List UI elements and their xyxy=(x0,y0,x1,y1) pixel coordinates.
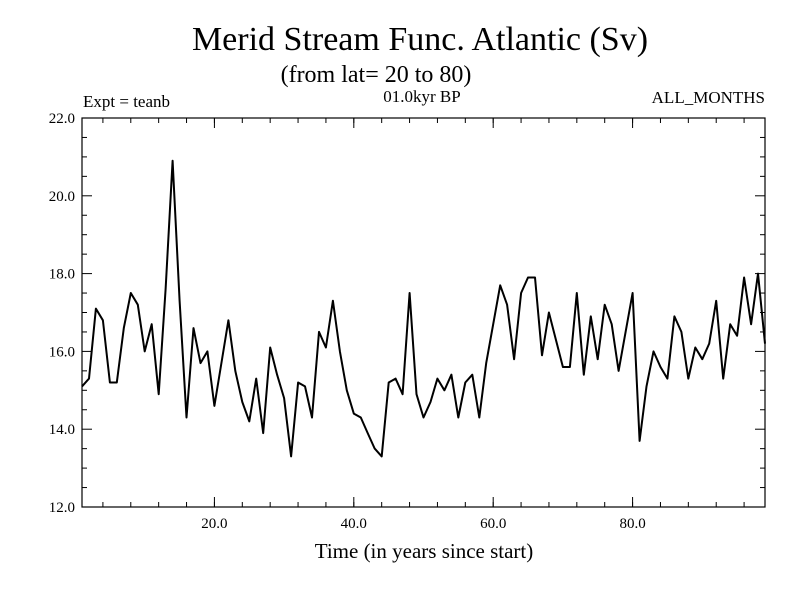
y-tick-label: 16.0 xyxy=(49,344,75,360)
chart-subtitle: (from lat= 20 to 80) xyxy=(281,62,472,88)
x-tick-label: 40.0 xyxy=(341,516,367,532)
label-months: ALL_MONTHS xyxy=(652,88,765,107)
label-expt: Expt = teanb xyxy=(83,92,170,111)
x-axis-label: Time (in years since start) xyxy=(315,539,534,563)
series-line xyxy=(81,159,766,458)
x-tick-label: 20.0 xyxy=(201,516,227,532)
y-tick-label: 18.0 xyxy=(49,267,75,283)
y-tick-label: 20.0 xyxy=(49,189,75,205)
y-tick-label: 22.0 xyxy=(49,111,75,127)
label-period: 01.0kyr BP xyxy=(383,87,460,106)
y-tick-label: 14.0 xyxy=(49,422,75,438)
plot-frame xyxy=(81,117,766,508)
x-tick-label: 60.0 xyxy=(480,516,506,532)
y-tick-label: 12.0 xyxy=(49,500,75,516)
x-tick-label: 80.0 xyxy=(619,516,645,532)
chart-title: Merid Stream Func. Atlantic (Sv) xyxy=(192,21,648,58)
